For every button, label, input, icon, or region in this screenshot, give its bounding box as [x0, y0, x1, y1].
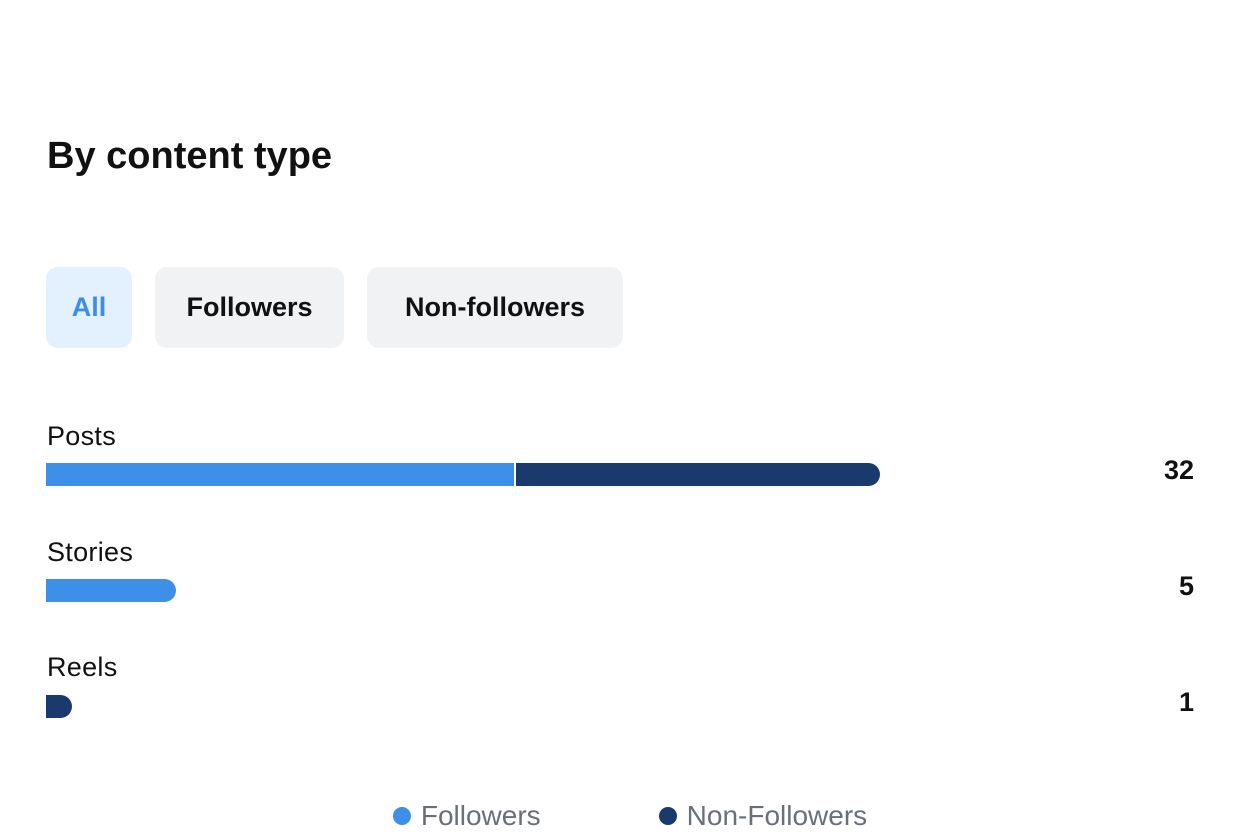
- value-posts: 32: [1163, 455, 1194, 485]
- filter-all-button[interactable]: All: [46, 267, 132, 348]
- filter-tabs: All Followers Non-followers: [46, 267, 623, 348]
- category-label-stories: Stories: [47, 537, 134, 567]
- page-title: By content type: [47, 135, 333, 177]
- legend-dot-non-followers: [658, 807, 677, 825]
- filter-followers-button[interactable]: Followers: [155, 267, 344, 348]
- filter-non-followers-button[interactable]: Non-followers: [367, 267, 623, 348]
- category-label-reels: Reels: [47, 652, 118, 682]
- bar-segment-posts-followers: [46, 463, 514, 486]
- legend-label-followers: Followers: [420, 800, 541, 831]
- bar-posts: [46, 463, 880, 486]
- chart-legend: Followers Non-Followers: [0, 800, 1242, 832]
- legend-dot-followers: [392, 807, 411, 825]
- bar-segment-stories-followers: [46, 579, 176, 602]
- legend-item-non-followers: Non-Followers: [658, 800, 868, 832]
- bar-stories: [46, 579, 176, 602]
- value-stories: 5: [1178, 571, 1194, 601]
- legend-label-non-followers: Non-Followers: [686, 800, 868, 831]
- bar-segment-posts-non-followers: [516, 463, 880, 486]
- value-reels: 1: [1178, 687, 1194, 717]
- legend-item-followers: Followers: [392, 800, 541, 832]
- bar-segment-reels-non-followers: [46, 695, 72, 718]
- bar-reels: [46, 695, 72, 718]
- category-label-posts: Posts: [47, 421, 117, 451]
